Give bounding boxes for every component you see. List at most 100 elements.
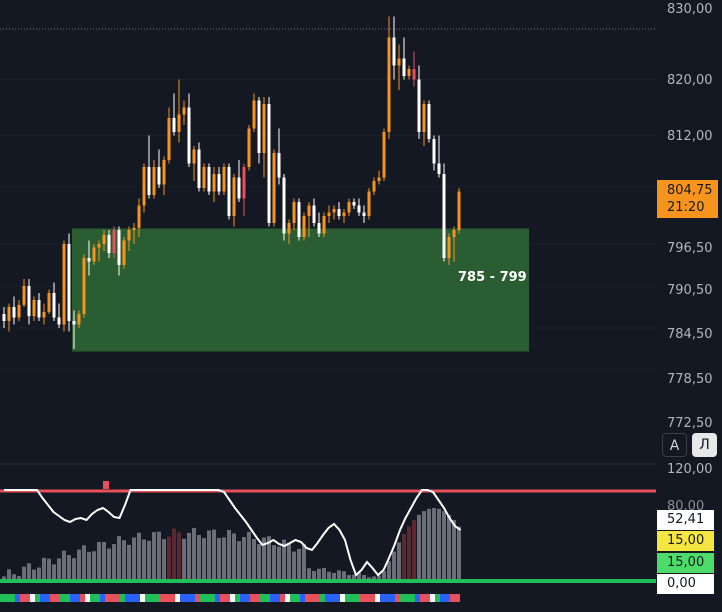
indicator-bar	[7, 569, 11, 580]
signal-strip-cell	[235, 594, 240, 602]
indicator-bar	[237, 541, 241, 580]
signal-strip-cell	[60, 594, 65, 602]
indicator-bar	[227, 529, 231, 580]
candle-body	[37, 300, 41, 318]
indicator-bar	[212, 529, 216, 580]
candle-body	[102, 234, 106, 244]
indicator-bar	[337, 570, 341, 580]
candle-body	[57, 317, 61, 325]
indicator-bar	[147, 540, 151, 580]
indicator-bar	[282, 539, 286, 580]
signal-strip-cell	[315, 594, 320, 602]
indicator-bar	[412, 520, 416, 580]
indicator-bar	[292, 551, 296, 580]
candle-body	[252, 100, 256, 129]
candle-body	[377, 177, 381, 181]
candle-body	[122, 240, 126, 265]
indicator-bar	[407, 526, 411, 580]
indicator-bar	[352, 574, 356, 580]
indicator-bar	[377, 575, 381, 580]
signal-strip-cell	[15, 594, 20, 602]
indicator-bar	[457, 526, 461, 580]
candle-body	[337, 209, 341, 216]
indicator-bar	[142, 539, 146, 580]
candle-body	[342, 212, 346, 216]
indicator-bar	[27, 563, 31, 580]
candle-body	[147, 167, 151, 195]
candle-body	[352, 202, 356, 206]
indicator-bar	[397, 542, 401, 580]
indicator-bar	[162, 539, 166, 580]
signal-strip-cell	[135, 594, 140, 602]
candle-body	[217, 174, 221, 192]
indicator-bar	[447, 514, 451, 580]
candle-body	[387, 37, 391, 132]
candle-body	[392, 37, 396, 66]
indicator-bar	[32, 569, 36, 580]
signal-strip-cell	[190, 594, 195, 602]
indicator-value-1: 52,41	[657, 510, 714, 530]
candle-body	[162, 160, 166, 185]
signal-strip-cell	[260, 594, 265, 602]
candle-body	[107, 234, 111, 254]
signal-strip-cell	[270, 594, 275, 602]
candle-body	[97, 244, 101, 248]
indicator-bar	[332, 572, 336, 580]
signal-strip-cell	[410, 594, 415, 602]
indicator-bar	[442, 511, 446, 580]
signal-strip-cell	[125, 594, 130, 602]
signal-strip-cell	[110, 594, 115, 602]
indicator-bar	[262, 537, 266, 580]
signal-strip-cell	[50, 594, 55, 602]
signal-strip-cell	[200, 594, 205, 602]
signal-strip-cell	[400, 594, 405, 602]
price-label-1: 830,00	[667, 2, 713, 17]
indicator-bar	[2, 576, 6, 580]
signal-strip-cell	[425, 594, 430, 602]
indicator-bar	[327, 571, 331, 580]
indicator-value-4: 0,00	[657, 574, 714, 594]
candle-body	[202, 167, 206, 188]
zone-label: 785 - 799	[458, 270, 527, 285]
signal-strip-cell	[215, 594, 220, 602]
candle-body	[442, 174, 446, 258]
candle-body	[92, 247, 96, 262]
signal-strip-cell	[80, 594, 85, 602]
log-scale-toggle[interactable]: Л	[692, 433, 717, 457]
signal-strip-cell	[85, 594, 90, 602]
signal-strip-cell	[330, 594, 335, 602]
indicator-bar	[72, 558, 76, 580]
candles-layer	[2, 16, 461, 349]
signal-strip-cell	[450, 594, 455, 602]
indicator-bar	[82, 545, 86, 580]
auto-scale-toggle[interactable]: A	[662, 433, 687, 457]
indicator-bar	[277, 546, 281, 580]
candle-body	[182, 107, 186, 115]
indicator-value-3: 15,00	[657, 553, 714, 573]
signal-strip-cell	[360, 594, 365, 602]
indicator-bar	[297, 549, 301, 580]
signal-strip-cell	[310, 594, 315, 602]
signal-strip-cell	[390, 594, 395, 602]
indicator-bar	[67, 555, 71, 580]
signal-strip-cell	[445, 594, 450, 602]
candle-body	[32, 300, 36, 317]
candle-body	[297, 202, 301, 237]
candle-body	[357, 205, 361, 213]
support-zone[interactable]	[72, 228, 529, 352]
candle-body	[27, 286, 31, 317]
candle-body	[432, 139, 436, 164]
candle-body	[117, 230, 121, 265]
price-label-4: 796,50	[667, 241, 713, 256]
indicator-pane	[0, 481, 656, 602]
marker-square	[103, 481, 109, 489]
price-label-3: 812,00	[667, 129, 713, 144]
signal-strip-cell	[305, 594, 310, 602]
candle-body	[167, 118, 171, 160]
candle-body	[422, 104, 426, 132]
candle-body	[137, 205, 141, 228]
indicator-bar	[207, 530, 211, 580]
signal-strip-cell	[365, 594, 370, 602]
candle-body	[112, 230, 116, 254]
